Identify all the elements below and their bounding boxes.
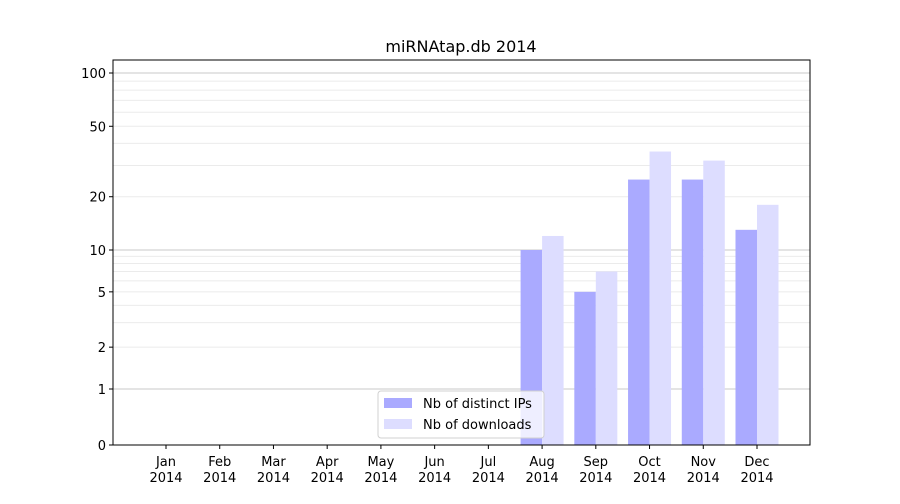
plot-frame [112, 59, 811, 446]
legend-swatch [384, 419, 412, 429]
bar-distinct-ips [681, 179, 704, 445]
bar-downloads [703, 160, 725, 446]
x-tick-label: Apr 2014 [311, 455, 344, 486]
y-tick-label: 2 [98, 341, 106, 356]
y-tick-label: 0 [98, 439, 106, 454]
x-tick-label: May 2014 [364, 455, 397, 486]
legend-box [377, 390, 545, 439]
x-tick-label: Feb 2014 [203, 455, 236, 486]
legend-label: Nb of distinct IPs [423, 397, 532, 412]
bar-downloads [542, 235, 564, 445]
x-tick-label: Mar 2014 [257, 455, 290, 486]
x-tick-label: Sep 2014 [579, 455, 612, 486]
x-tick-label: Jul 2014 [472, 455, 505, 486]
y-tick-label: 100 [81, 67, 106, 82]
bar-downloads [595, 271, 618, 445]
bar-downloads [757, 204, 779, 445]
bar-distinct-ips [628, 179, 650, 445]
x-tick-label: Jun 2014 [418, 455, 451, 486]
bar-downloads [649, 151, 672, 445]
legend: Nb of distinct IPs Nb of downloads [377, 390, 545, 439]
y-tick-label: 50 [89, 120, 106, 135]
bar-distinct-ips [735, 229, 757, 445]
bar-distinct-ips [574, 291, 596, 445]
x-tick-label: Aug 2014 [526, 455, 559, 486]
x-tick-label: Nov 2014 [687, 455, 720, 486]
x-tick-label: Oct 2014 [633, 455, 666, 486]
x-tick-label: Dec 2014 [740, 455, 773, 486]
y-tick-label: 5 [98, 286, 106, 301]
y-tick-label: 10 [89, 244, 106, 259]
y-tick-label: 20 [89, 191, 106, 206]
chart-title: miRNAtap.db 2014 [385, 37, 536, 56]
legend-label: Nb of downloads [423, 418, 532, 433]
x-tick-label: Jan 2014 [149, 455, 182, 486]
y-tick-label: 1 [98, 383, 106, 398]
legend-swatch [384, 398, 412, 408]
